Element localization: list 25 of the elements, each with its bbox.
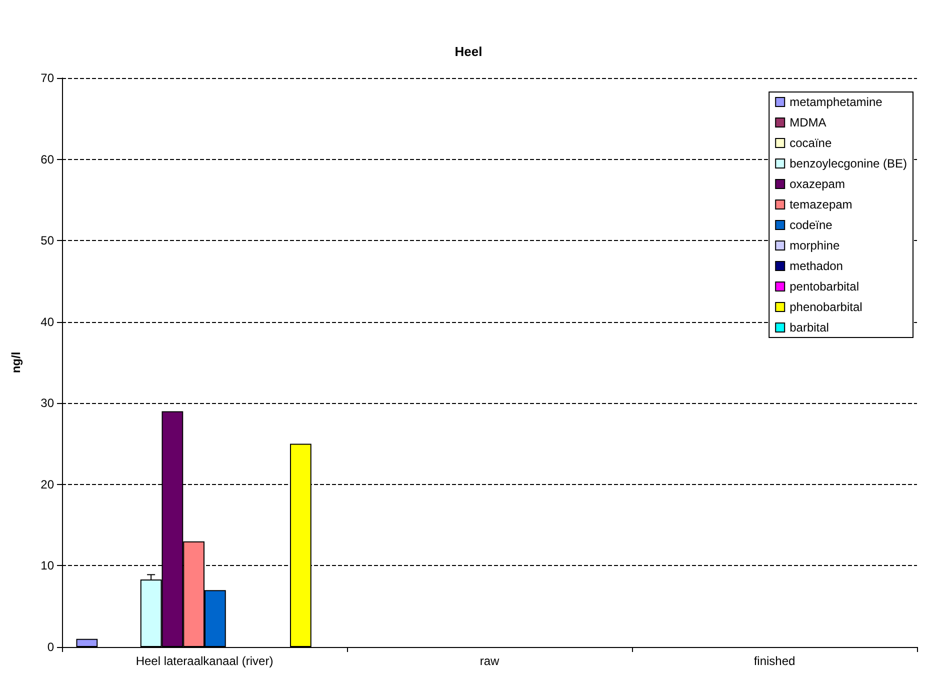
x-tick-label: Heel lateraalkanaal (river) [136,654,274,668]
legend-label: MDMA [790,116,826,130]
y-axis-title: ng/l [9,352,23,374]
y-tick-label: 30 [40,396,54,410]
y-tick-label: 0 [47,640,54,654]
legend-label: pentobarbital [790,280,859,294]
chart-title: Heel [454,44,482,59]
legend-label: codeïne [790,218,833,232]
y-tick-label: 60 [40,152,54,166]
legend-label: barbital [790,320,829,334]
y-tick-label: 50 [40,234,54,248]
legend-label: oxazepam [790,177,845,191]
legend-label: cocaïne [790,136,832,150]
legend-label: morphine [790,238,840,252]
y-tick-label: 10 [40,558,54,573]
y-tick-label: 70 [40,71,54,85]
legend-label: metamphetamine [790,95,883,109]
legend-label: methadon [790,259,843,273]
legend-label: temazepam [790,198,852,212]
y-tick-label: 40 [40,314,54,329]
x-tick-label: finished [754,654,796,668]
y-tick-label: 20 [40,477,54,492]
x-tick-label: raw [480,654,500,668]
legend-label: benzoylecgonine (BE) [790,156,908,170]
legend-label: phenobarbital [790,300,862,314]
